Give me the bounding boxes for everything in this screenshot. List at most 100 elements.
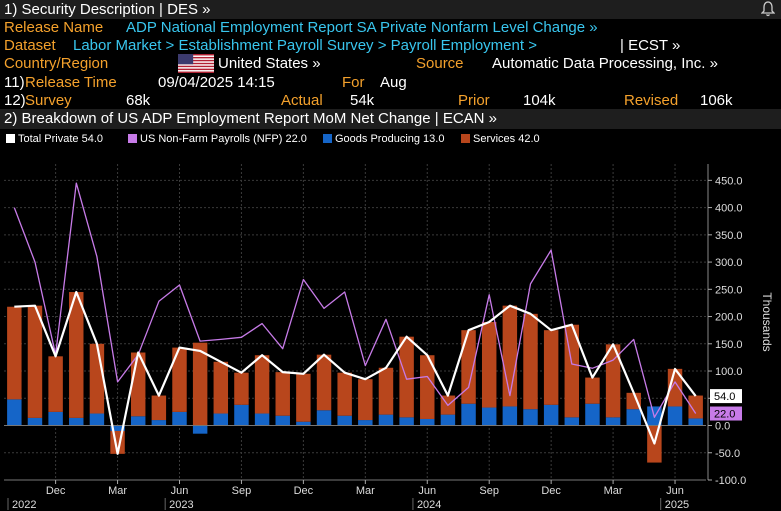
bar-goods-producing[interactable] — [440, 414, 456, 426]
bar-services[interactable] — [523, 313, 538, 410]
for-value: Aug — [380, 74, 407, 91]
bar-services[interactable] — [275, 372, 290, 416]
bar-services[interactable] — [358, 379, 373, 421]
bar-goods-producing[interactable] — [7, 399, 22, 426]
bar-services[interactable] — [254, 355, 270, 414]
bar-services[interactable] — [585, 377, 600, 404]
bar-services[interactable] — [481, 322, 497, 408]
bar-goods-producing[interactable] — [399, 417, 414, 426]
bell-icon[interactable] — [761, 1, 775, 17]
year-label: 2024 — [417, 499, 441, 511]
release-time-row: 11) Release Time 09/04/2025 14:15 For Au… — [0, 74, 781, 92]
bar-services[interactable] — [48, 356, 63, 412]
bar-services[interactable] — [213, 361, 229, 414]
y-tick-label: -100.0 — [715, 475, 746, 487]
bar-goods-producing[interactable] — [688, 418, 703, 426]
employment-breakdown-chart[interactable]: -100.0-50.00.050.0100.0150.0200.0250.030… — [0, 150, 781, 511]
bar-services[interactable] — [564, 324, 580, 418]
bar-services[interactable] — [7, 306, 22, 400]
bar-goods-producing[interactable] — [481, 407, 497, 426]
bar-goods-producing[interactable] — [48, 411, 63, 426]
bar-goods-producing[interactable] — [275, 415, 290, 426]
year-label: 2022 — [12, 499, 36, 511]
line-total-private[interactable] — [14, 290, 697, 455]
bar-goods-producing[interactable] — [213, 413, 229, 426]
bar-goods-producing[interactable] — [564, 417, 580, 426]
x-tick-label: Dec — [541, 485, 561, 497]
release-name-label: Release Name — [4, 19, 104, 36]
ecst-link[interactable]: | ECST » — [620, 37, 681, 54]
bar-services[interactable] — [626, 392, 641, 410]
country-value[interactable]: United States » — [218, 55, 321, 72]
bar-goods-producing[interactable] — [296, 421, 311, 426]
bar-goods-producing[interactable] — [543, 404, 559, 426]
breakdown-bar[interactable]: 2) Breakdown of US ADP Employment Report… — [0, 109, 781, 129]
bar-services[interactable] — [89, 343, 105, 414]
bar-services[interactable] — [192, 342, 208, 426]
legend-swatch-total-private — [6, 134, 15, 143]
bar-services[interactable] — [296, 373, 311, 422]
legend-item-goods-producing[interactable]: Goods Producing 13.0 — [323, 131, 444, 147]
bar-goods-producing[interactable] — [130, 416, 146, 426]
bar-services[interactable] — [316, 354, 332, 411]
bar-services[interactable] — [605, 344, 621, 418]
bar-services[interactable] — [378, 367, 394, 415]
bar-services[interactable] — [502, 305, 518, 407]
release-name-link[interactable]: ADP National Employment Report SA Privat… — [126, 19, 598, 36]
x-tick-label: Mar — [604, 485, 623, 497]
legend-swatch-nfp — [128, 134, 137, 143]
legend-item-services[interactable]: Services 42.0 — [461, 131, 540, 147]
bar-services[interactable] — [27, 305, 43, 418]
bar-goods-producing[interactable] — [523, 409, 538, 426]
security-description-title[interactable]: 1) Security Description | DES » — [4, 1, 211, 18]
bar-services[interactable] — [172, 347, 187, 412]
value-tag — [710, 389, 742, 404]
breakdown-title[interactable]: 2) Breakdown of US ADP Employment Report… — [4, 110, 498, 127]
legend-item-nfp[interactable]: US Non-Farm Payrolls (NFP) 22.0 — [128, 131, 307, 147]
bar-services[interactable] — [543, 330, 559, 405]
bar-goods-producing[interactable] — [151, 420, 167, 426]
bar-services[interactable] — [69, 292, 84, 418]
bar-goods-producing[interactable] — [626, 409, 641, 426]
bar-goods-producing[interactable] — [27, 417, 43, 426]
revised-value: 106k — [700, 92, 733, 109]
x-tick-label: Jun — [666, 485, 684, 497]
dataset-path-link[interactable]: Labor Market > Establishment Payroll Sur… — [73, 37, 537, 54]
bar-goods-producing[interactable] — [605, 417, 621, 426]
bar-goods-producing[interactable] — [69, 417, 84, 426]
bar-goods-producing[interactable] — [254, 413, 270, 426]
bar-goods-producing[interactable] — [316, 410, 332, 426]
release-time-label[interactable]: Release Time — [25, 74, 117, 91]
legend-item-total-private[interactable]: Total Private 54.0 — [6, 131, 103, 147]
bar-services[interactable] — [399, 336, 414, 418]
bar-goods-producing[interactable] — [502, 406, 518, 426]
bar-goods-producing[interactable] — [420, 418, 435, 426]
bar-goods-producing[interactable] — [172, 411, 187, 426]
bar-services[interactable] — [461, 330, 476, 404]
y-tick-label: 0.0 — [715, 421, 730, 433]
bar-services[interactable] — [688, 395, 703, 419]
bar-goods-producing[interactable] — [89, 413, 105, 426]
bar-goods-producing[interactable] — [585, 403, 600, 426]
bar-services[interactable] — [337, 372, 352, 416]
bar-goods-producing[interactable] — [337, 415, 352, 426]
bar-goods-producing[interactable] — [461, 403, 476, 426]
survey-number: 12) — [4, 92, 26, 109]
bar-goods-producing[interactable] — [378, 414, 394, 426]
security-description-bar[interactable]: 1) Security Description | DES » — [0, 0, 781, 19]
y-axis-title: Thousands — [760, 292, 774, 351]
survey-label[interactable]: Survey — [25, 92, 72, 109]
x-tick-label: Dec — [46, 485, 66, 497]
bar-goods-producing[interactable] — [234, 404, 249, 426]
source-value[interactable]: Automatic Data Processing, Inc. » — [492, 55, 718, 72]
bar-services[interactable] — [151, 395, 167, 421]
x-tick-label: Jun — [171, 485, 189, 497]
bar-goods-producing[interactable] — [667, 406, 683, 426]
bar-goods-producing[interactable] — [110, 425, 125, 431]
bar-services[interactable] — [234, 372, 249, 405]
y-tick-label: 400.0 — [715, 203, 743, 215]
bar-goods-producing[interactable] — [358, 420, 373, 426]
bar-services[interactable] — [420, 355, 435, 419]
bar-goods-producing[interactable] — [192, 425, 208, 434]
line-nfp[interactable] — [13, 182, 697, 418]
